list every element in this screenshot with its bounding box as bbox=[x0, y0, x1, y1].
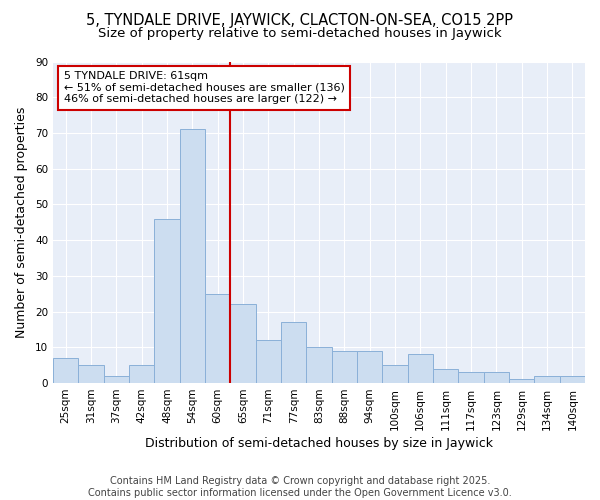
Bar bbox=[560, 376, 585, 383]
Bar bbox=[205, 294, 230, 383]
Bar bbox=[104, 376, 129, 383]
Bar bbox=[382, 365, 407, 383]
Bar bbox=[357, 351, 382, 383]
Bar bbox=[433, 369, 458, 383]
Bar bbox=[281, 322, 306, 383]
Bar bbox=[53, 358, 78, 383]
Bar bbox=[306, 348, 332, 383]
Bar bbox=[535, 376, 560, 383]
Text: 5 TYNDALE DRIVE: 61sqm
← 51% of semi-detached houses are smaller (136)
46% of se: 5 TYNDALE DRIVE: 61sqm ← 51% of semi-det… bbox=[64, 71, 344, 104]
Text: 5, TYNDALE DRIVE, JAYWICK, CLACTON-ON-SEA, CO15 2PP: 5, TYNDALE DRIVE, JAYWICK, CLACTON-ON-SE… bbox=[86, 12, 514, 28]
Bar bbox=[129, 365, 154, 383]
Bar bbox=[407, 354, 433, 383]
X-axis label: Distribution of semi-detached houses by size in Jaywick: Distribution of semi-detached houses by … bbox=[145, 437, 493, 450]
Bar bbox=[179, 130, 205, 383]
Text: Contains HM Land Registry data © Crown copyright and database right 2025.
Contai: Contains HM Land Registry data © Crown c… bbox=[88, 476, 512, 498]
Bar bbox=[332, 351, 357, 383]
Bar bbox=[230, 304, 256, 383]
Y-axis label: Number of semi-detached properties: Number of semi-detached properties bbox=[15, 106, 28, 338]
Bar bbox=[256, 340, 281, 383]
Bar bbox=[484, 372, 509, 383]
Text: Size of property relative to semi-detached houses in Jaywick: Size of property relative to semi-detach… bbox=[98, 28, 502, 40]
Bar bbox=[78, 365, 104, 383]
Bar bbox=[509, 380, 535, 383]
Bar bbox=[458, 372, 484, 383]
Bar bbox=[154, 218, 179, 383]
